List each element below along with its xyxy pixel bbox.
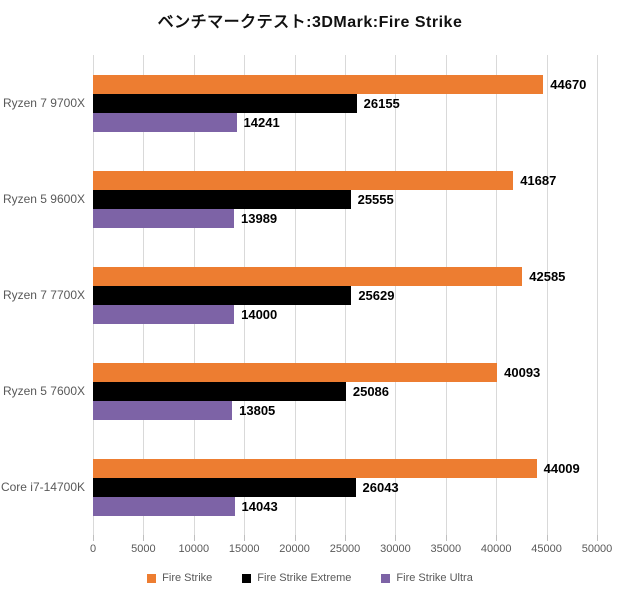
x-tick-label: 40000 xyxy=(480,543,512,555)
bar-value-label: 26155 xyxy=(363,95,400,111)
x-tick-label: 20000 xyxy=(279,543,310,555)
gridline xyxy=(546,55,548,535)
category-label: Ryzen 5 9600X xyxy=(2,192,85,206)
chart-title: ベンチマークテスト:3DMark:Fire Strike xyxy=(157,14,463,31)
bar-group: 42585 25629 14000 xyxy=(93,247,597,343)
category-label: Core i7-14700K xyxy=(0,480,85,494)
x-tick xyxy=(345,535,346,541)
bar-value-label: 44009 xyxy=(543,460,580,476)
x-tick xyxy=(244,535,246,541)
bar-value-label: 14043 xyxy=(241,498,278,514)
bar-value-label: 40093 xyxy=(504,364,541,380)
x-tick xyxy=(93,535,94,541)
legend-swatch xyxy=(242,573,252,583)
x-tick-label: 5000 xyxy=(131,543,156,555)
x-tick xyxy=(193,535,195,541)
bar xyxy=(93,74,544,94)
bar-value-label: 13805 xyxy=(239,402,276,418)
x-tick-label: 10000 xyxy=(178,543,210,555)
bar-value-label: 14000 xyxy=(241,306,278,322)
category-axis: Ryzen 7 9700X Ryzen 5 9600X Ryzen 7 7700X R… xyxy=(0,55,85,535)
bar-value-label: 13989 xyxy=(241,210,278,226)
bar xyxy=(93,208,234,228)
bar-group: 44009 26043 14043 xyxy=(93,439,597,535)
bar xyxy=(93,304,235,324)
x-tick xyxy=(597,535,598,541)
bar-group: 40093 25086 13805 xyxy=(93,343,597,439)
bar-value-label: 14241 xyxy=(243,114,280,130)
x-axis-labels: 0 5000 10000 15000 20000 25000 30000 35000 40000… xyxy=(89,543,612,557)
legend: Fire Strike Fire Strike Extreme Fire Strik… xyxy=(0,572,620,584)
category-label: Ryzen 7 9700X xyxy=(2,96,85,110)
x-tick xyxy=(445,535,447,541)
gridline xyxy=(496,55,498,535)
bar-value-label: 25629 xyxy=(358,287,395,303)
x-tick-label: 30000 xyxy=(380,543,411,555)
legend-item: Fire Strike Extreme xyxy=(242,572,351,584)
bar-value-label: 41687 xyxy=(520,172,557,188)
x-tick xyxy=(143,535,145,541)
category-label: Ryzen 7 7700X xyxy=(2,288,85,302)
bar xyxy=(93,496,235,516)
bar xyxy=(93,477,356,497)
plot-area: 44670 26155 14241 41687 25555 13989 42585 25629… xyxy=(93,55,598,535)
bar xyxy=(93,189,351,209)
x-tick-label: 25000 xyxy=(329,543,361,555)
bar xyxy=(93,93,357,113)
gridline xyxy=(445,55,447,535)
bar xyxy=(93,362,498,382)
bar xyxy=(93,381,346,401)
bar xyxy=(93,170,514,190)
x-tick-label: 50000 xyxy=(581,543,613,555)
legend-label: Fire Strike Extreme xyxy=(257,572,352,584)
x-tick-label: 15000 xyxy=(228,543,260,555)
category-label: Ryzen 5 7600X xyxy=(2,384,85,398)
x-tick xyxy=(294,535,296,541)
bar-value-label: 25086 xyxy=(352,383,390,399)
x-tick-label: 45000 xyxy=(531,543,562,555)
legend-item: Fire Strike xyxy=(147,572,212,584)
x-tick-label: 35000 xyxy=(430,543,462,555)
bar-group: 41687 25555 13989 xyxy=(93,151,597,247)
bar-value-label: 44670 xyxy=(550,76,587,92)
x-tick xyxy=(395,535,397,541)
gridline xyxy=(597,55,598,535)
legend-swatch xyxy=(381,573,391,583)
legend-label: Fire Strike Ultra xyxy=(396,572,473,584)
x-axis-ticks xyxy=(93,535,598,541)
bar-value-label: 25555 xyxy=(357,191,394,207)
bar xyxy=(93,458,537,478)
bar-group: 44670 26155 14241 xyxy=(93,55,597,151)
x-tick xyxy=(546,535,548,541)
x-tick xyxy=(496,535,498,541)
bar xyxy=(93,266,523,286)
bar xyxy=(93,400,233,420)
x-tick-label: 0 xyxy=(89,543,97,555)
bar xyxy=(93,285,352,305)
bar xyxy=(93,112,237,132)
legend-label: Fire Strike xyxy=(162,572,213,584)
legend-item: Fire Strike Ultra xyxy=(381,572,473,584)
legend-swatch xyxy=(147,573,157,583)
bar-value-label: 42585 xyxy=(529,268,566,284)
bar-value-label: 26043 xyxy=(362,479,399,495)
gridline xyxy=(395,55,397,535)
